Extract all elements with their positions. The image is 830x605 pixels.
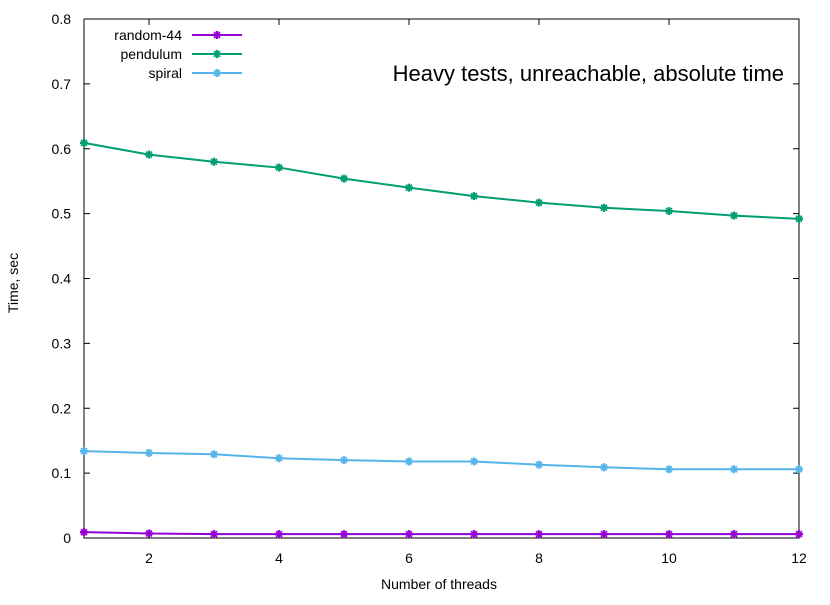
x-axis-label: Number of threads bbox=[381, 576, 497, 592]
data-point-spiral bbox=[405, 457, 413, 466]
series-line-pendulum bbox=[83, 141, 800, 220]
data-point-spiral bbox=[535, 460, 543, 469]
y-tick-label: 0.3 bbox=[52, 335, 72, 351]
data-point-pendulum bbox=[80, 138, 88, 147]
series-line-random-44 bbox=[83, 531, 799, 536]
y-tick-label: 0.1 bbox=[52, 465, 72, 481]
data-point-random-44 bbox=[470, 530, 478, 539]
series-spiral bbox=[80, 447, 803, 474]
y-tick-label: 0.5 bbox=[52, 206, 72, 222]
data-point-random-44 bbox=[340, 530, 348, 539]
x-tick-label: 12 bbox=[791, 550, 807, 566]
data-point-random-44 bbox=[665, 530, 673, 539]
axis-ticks: 2 4 6 8 10 12 0 0.1 0.2 0.3 0.4 0.5 0.6 0.7 0.8 bbox=[52, 11, 807, 566]
legend-marker-random-44 bbox=[213, 31, 221, 39]
data-point-pendulum bbox=[405, 183, 413, 192]
series-line-spiral bbox=[83, 450, 799, 471]
data-point-spiral bbox=[795, 465, 803, 474]
legend-label: random-44 bbox=[114, 27, 182, 43]
data-point-spiral bbox=[80, 447, 88, 456]
data-point-pendulum bbox=[665, 207, 673, 216]
x-tick-label: 2 bbox=[145, 550, 153, 566]
chart-title: Heavy tests, unreachable, absolute time bbox=[393, 61, 784, 86]
data-point-random-44 bbox=[275, 530, 283, 539]
data-point-spiral bbox=[600, 463, 608, 472]
x-tick-label: 4 bbox=[275, 550, 283, 566]
data-point-pendulum bbox=[470, 192, 478, 201]
data-point-spiral bbox=[210, 450, 218, 459]
legend-marker-pendulum bbox=[213, 50, 221, 58]
x-tick-label: 8 bbox=[535, 550, 543, 566]
data-point-pendulum bbox=[275, 163, 283, 172]
data-point-pendulum bbox=[210, 157, 218, 166]
x-tick-label: 10 bbox=[661, 550, 677, 566]
y-axis-label: Time, sec bbox=[5, 253, 21, 313]
data-point-random-44 bbox=[210, 530, 218, 539]
data-point-pendulum bbox=[600, 203, 608, 212]
x-tick-label: 6 bbox=[405, 550, 413, 566]
series-random-44 bbox=[80, 528, 803, 539]
data-point-pendulum bbox=[535, 198, 543, 207]
data-point-pendulum bbox=[340, 174, 348, 183]
data-point-spiral bbox=[665, 465, 673, 474]
series-layer bbox=[80, 138, 803, 539]
data-point-pendulum bbox=[145, 150, 153, 159]
data-point-spiral bbox=[275, 454, 283, 463]
y-tick-label: 0.2 bbox=[52, 400, 72, 416]
data-point-random-44 bbox=[80, 528, 88, 537]
data-point-random-44 bbox=[145, 529, 153, 538]
legend-marker-spiral bbox=[213, 69, 221, 77]
y-tick-label: 0 bbox=[63, 530, 71, 546]
y-tick-label: 0.6 bbox=[52, 141, 72, 157]
y-tick-label: 0.7 bbox=[52, 76, 72, 92]
y-tick-label: 0.4 bbox=[52, 271, 72, 287]
data-point-pendulum bbox=[795, 214, 803, 223]
data-point-spiral bbox=[145, 449, 153, 458]
data-point-spiral bbox=[470, 457, 478, 466]
data-point-random-44 bbox=[730, 530, 738, 539]
data-point-spiral bbox=[340, 456, 348, 465]
data-point-random-44 bbox=[535, 530, 543, 539]
data-point-random-44 bbox=[405, 530, 413, 539]
plot-frame bbox=[83, 18, 800, 539]
y-tick-label: 0.8 bbox=[52, 11, 72, 27]
data-point-random-44 bbox=[795, 530, 803, 539]
legend: random-44 pendulum spiral bbox=[114, 27, 242, 81]
data-point-spiral bbox=[730, 465, 738, 474]
legend-label: pendulum bbox=[121, 46, 183, 62]
data-point-pendulum bbox=[730, 211, 738, 220]
data-point-random-44 bbox=[600, 530, 608, 539]
series-pendulum bbox=[80, 138, 803, 223]
legend-label: spiral bbox=[149, 65, 182, 81]
